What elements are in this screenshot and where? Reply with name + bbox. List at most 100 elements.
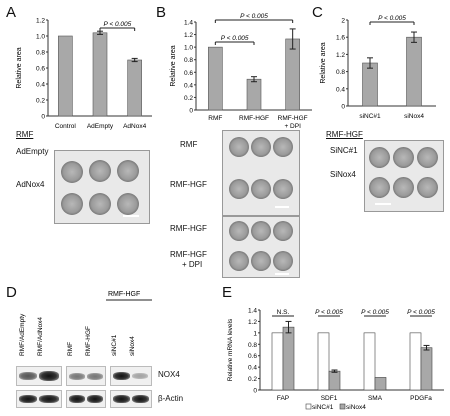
wells-a: [55, 151, 149, 223]
chart-e: 0 0.2 0.4 0.6 0.8 1 1.2 1.4 Relative mRNA levels…: [227, 308, 444, 411]
blot-group-title: RMF-HGF: [108, 291, 140, 298]
y-tick-label: 0.6: [184, 70, 193, 77]
y-tick-label: 0.8: [36, 50, 45, 57]
y-tick-label: 0.4: [248, 365, 257, 372]
panel-letter-d: D: [6, 284, 17, 301]
band: [113, 372, 130, 380]
well: [89, 160, 111, 182]
band: [87, 373, 103, 380]
photo-c-row-1: SiNC#1: [330, 146, 358, 155]
blot-lane-label: RMF/AdEmpty: [19, 313, 26, 356]
well: [229, 221, 249, 241]
y-tick-label: 1.0: [36, 34, 45, 41]
well: [61, 161, 83, 183]
significance-label: P < 0.005: [361, 309, 389, 316]
bar: [58, 35, 73, 117]
x-tick-label: siNC#1: [359, 113, 381, 120]
photo-a: [54, 150, 150, 224]
band: [69, 395, 85, 403]
y-axis-label: Relative mRNA levels: [227, 318, 234, 381]
photo-c-title: RMF-HGF: [326, 130, 363, 139]
blot-lane-label: siNC#1: [111, 334, 118, 356]
well: [417, 147, 438, 168]
x-tick-label-line2: + DPI: [284, 123, 301, 130]
y-tick-label: 2: [341, 18, 345, 25]
photo-b-row-1: RMF: [180, 140, 198, 149]
significance-label: P < 0.005: [407, 309, 435, 316]
photo-a-row-2: AdNox4: [16, 180, 45, 189]
y-tick-label: 0.8: [184, 57, 193, 64]
x-tick-label: RMF-HGF: [239, 115, 269, 122]
y-tick-label: 1.4: [248, 308, 257, 315]
legend-label: siNox4: [346, 404, 366, 411]
y-tick-label: 0.6: [248, 353, 257, 360]
photo-b-row-4a: RMF-HGF: [170, 250, 207, 259]
bar-sinc1: [271, 332, 284, 391]
panel-letter-e: E: [222, 284, 233, 301]
panel-letter-c: C: [312, 4, 323, 21]
well: [273, 179, 293, 199]
well: [229, 179, 249, 199]
photo-c: [364, 140, 444, 212]
significance-label: P < 0.005: [378, 15, 406, 22]
x-tick-label: SDF1: [321, 395, 338, 402]
well: [273, 137, 293, 157]
bar-sinox4: [328, 370, 341, 391]
chart-b: 0 0.2 0.4 0.6 0.8 1.0 1.2 1.4 Relative area RMF RM…: [170, 13, 312, 130]
significance-label: N.S.: [277, 309, 290, 316]
significance-label: P < 0.005: [221, 35, 249, 42]
photo-b-row-4b: + DPI: [182, 260, 203, 269]
blot-row-label-actin: β-Actin: [158, 394, 184, 403]
well: [393, 147, 414, 168]
x-tick-label: AdNox4: [123, 123, 147, 130]
y-axis-label: Relative area: [320, 42, 327, 83]
y-tick-label: 0.2: [36, 98, 45, 105]
y-tick-label: 0.8: [248, 342, 257, 349]
y-tick-label: 0.4: [336, 86, 345, 93]
panel-letter-a: A: [6, 4, 17, 21]
photo-b-2: [222, 216, 300, 278]
x-tick-label: AdEmpty: [87, 123, 114, 130]
well: [393, 177, 414, 198]
bar: [362, 62, 378, 107]
legend-label: siNC#1: [312, 404, 334, 411]
y-tick-label: 1.2: [336, 52, 345, 59]
well: [369, 177, 390, 198]
photo-b-1: [222, 130, 300, 216]
y-tick-label: 1.2: [248, 319, 257, 326]
band: [19, 372, 37, 380]
well: [369, 147, 390, 168]
y-tick-label: 0.2: [248, 376, 257, 383]
well: [251, 251, 271, 271]
band: [132, 395, 149, 403]
bar-sinox4: [420, 347, 433, 391]
y-axis-label: Relative area: [170, 45, 177, 86]
well: [117, 160, 139, 182]
photo-b-row-3: RMF-HGF: [170, 224, 207, 233]
bar: [406, 36, 422, 107]
y-tick-label: 0: [341, 104, 345, 111]
well: [273, 221, 293, 241]
band: [19, 395, 37, 403]
bar: [208, 46, 223, 111]
well: [273, 251, 293, 271]
well: [251, 179, 271, 199]
bar-sinc1: [363, 332, 376, 391]
well: [251, 221, 271, 241]
blot-actin-group-2: [66, 390, 106, 408]
well: [251, 137, 271, 157]
panel-letter-b: B: [156, 4, 167, 21]
bar: [127, 59, 142, 117]
y-tick-label: 1.2: [36, 18, 45, 25]
y-tick-label: 1.4: [184, 20, 193, 27]
band: [69, 373, 85, 380]
x-tick-label: PDGFa: [410, 395, 432, 402]
significance-label: P < 0.005: [315, 309, 343, 316]
bar: [246, 78, 262, 111]
y-tick-label: 0.8: [336, 69, 345, 76]
band: [39, 371, 59, 381]
chart-c: 0 0.4 0.8 1.2 1.6 2 Relative area siNC#1 siNox4 P…: [320, 15, 436, 120]
y-tick-label: 0.4: [184, 82, 193, 89]
bar: [285, 38, 300, 111]
y-tick-label: 0.4: [36, 82, 45, 89]
